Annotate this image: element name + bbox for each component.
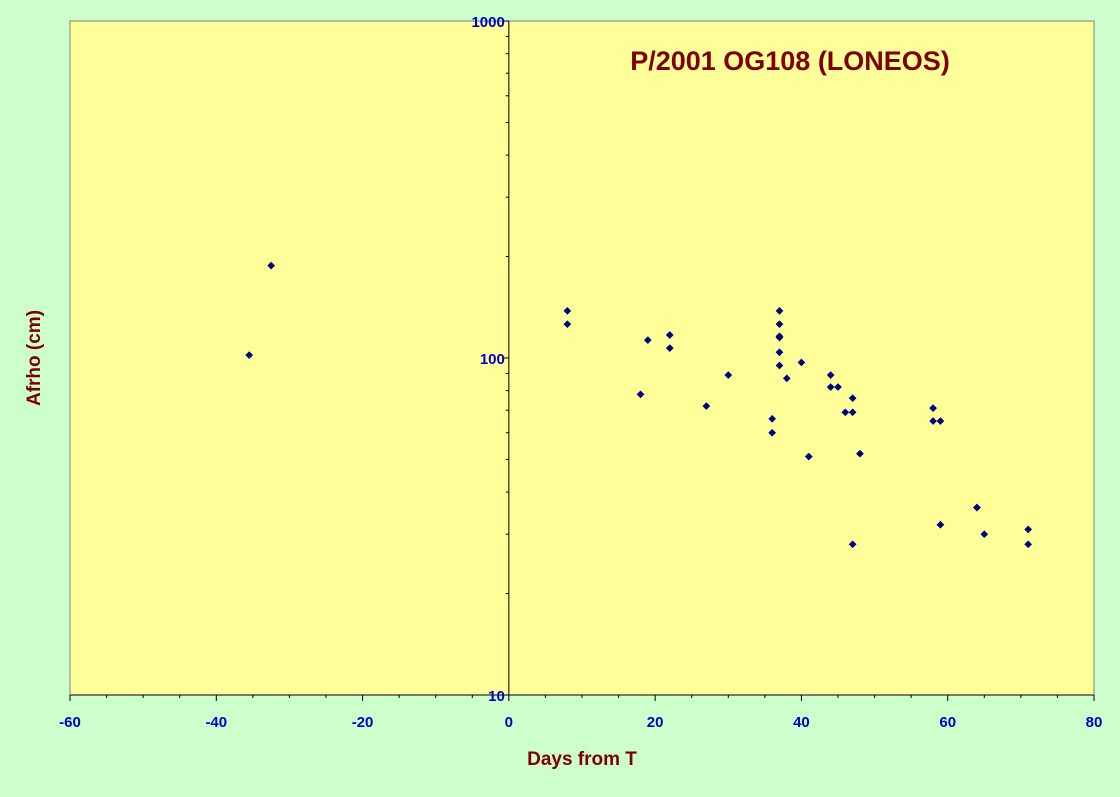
data-point: [826, 371, 835, 380]
x-tick-label: -20: [352, 714, 374, 731]
data-point: [775, 320, 784, 329]
data-point: [929, 404, 938, 413]
data-point: [834, 383, 842, 391]
data-points: [245, 261, 1033, 549]
y-tick-label: 1000: [471, 14, 504, 31]
data-point: [563, 320, 572, 329]
x-tick-label: 60: [939, 714, 956, 731]
data-point: [855, 449, 864, 458]
x-tick-label: 80: [1086, 714, 1103, 731]
data-point: [929, 417, 938, 426]
data-point: [643, 336, 652, 345]
data-point: [1024, 525, 1033, 534]
data-point: [775, 348, 784, 357]
axes: [69, 20, 1095, 701]
data-point: [768, 414, 777, 423]
x-tick-label: 0: [505, 714, 513, 731]
data-point: [563, 306, 572, 315]
x-axis-title: Days from T: [527, 749, 637, 770]
x-tick-label: 40: [793, 714, 810, 731]
tick-labels: -60 -40 -20 0 20 40 60 80 10 100 1000: [59, 14, 1102, 731]
data-point: [936, 417, 945, 426]
data-point: [636, 390, 645, 399]
data-point: [724, 371, 733, 380]
data-point: [245, 351, 254, 360]
x-tick-label: 20: [647, 714, 664, 731]
plot-area: [69, 20, 1095, 696]
data-point: [775, 361, 784, 370]
y-axis-title: Afrho (cm): [24, 310, 45, 406]
data-point: [936, 520, 945, 529]
data-point: [848, 540, 857, 549]
data-point: [973, 503, 981, 512]
data-point: [267, 261, 276, 270]
data-point: [782, 374, 791, 383]
data-point: [702, 402, 711, 411]
data-point: [775, 306, 784, 315]
y-tick-label: 100: [480, 351, 505, 368]
data-point: [848, 408, 857, 417]
data-point: [841, 408, 850, 417]
chart-title: P/2001 OG108 (LONEOS): [630, 46, 950, 76]
data-point: [797, 358, 806, 367]
y-tick-label: 10: [488, 688, 505, 705]
data-point: [1024, 540, 1033, 549]
data-point: [804, 452, 813, 461]
data-point: [848, 394, 857, 403]
data-point: [768, 428, 777, 437]
data-point: [826, 383, 835, 391]
x-tick-label: -40: [205, 714, 227, 731]
data-point: [665, 331, 674, 339]
data-point: [775, 333, 784, 342]
x-tick-label: -60: [59, 714, 81, 731]
data-point: [980, 530, 989, 539]
data-point: [665, 344, 674, 353]
